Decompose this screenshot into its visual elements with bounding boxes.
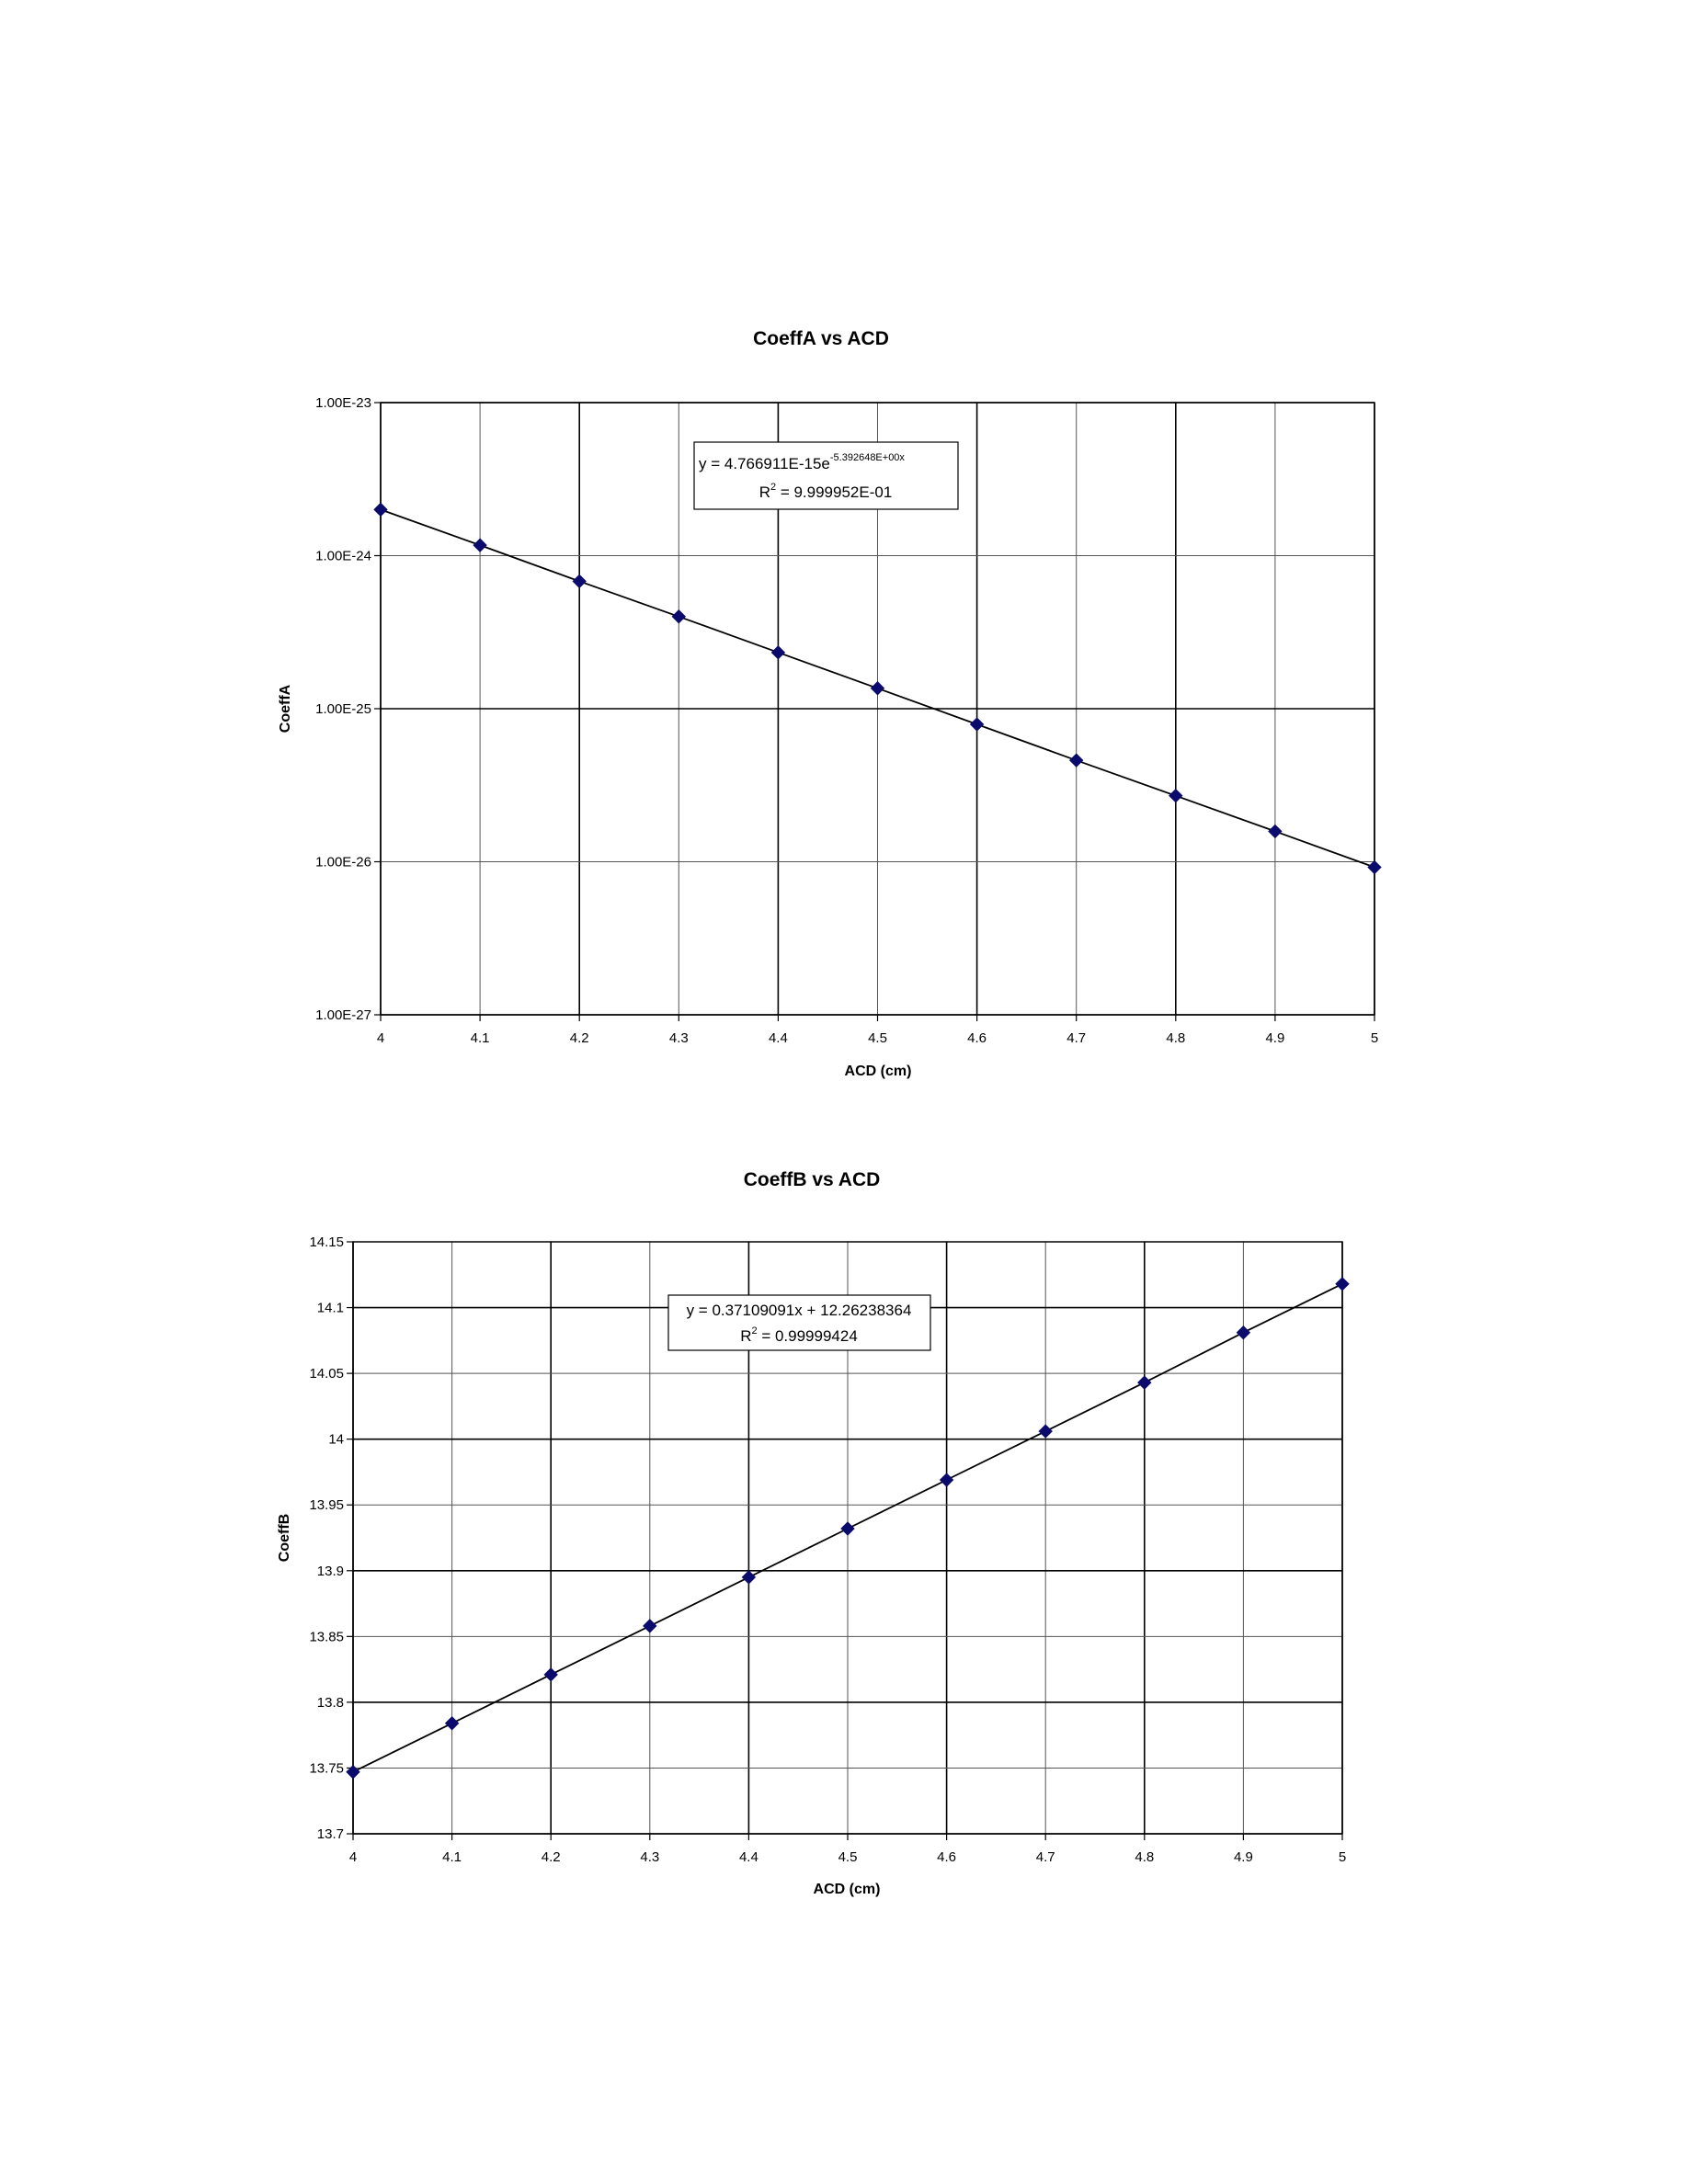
- x-tick-label: 5: [1339, 1849, 1346, 1865]
- equation-exponent: -5.392648E+00x: [830, 452, 906, 463]
- x-tick-label: 4.3: [669, 1030, 689, 1046]
- x-tick-label: 4.8: [1135, 1849, 1154, 1865]
- chart-title: CoeffB vs ACD: [744, 1169, 881, 1190]
- x-tick-label: 4: [349, 1849, 357, 1865]
- x-tick-label: 4.7: [1066, 1030, 1086, 1046]
- equation-box: [667, 1294, 931, 1351]
- data-point: [346, 1765, 360, 1780]
- x-tick-label: 4.5: [868, 1030, 887, 1046]
- trendline-equation-box: y = 0.37109091x + 12.26238364 R2 = 0.999…: [667, 1294, 931, 1351]
- x-tick-label: 4.9: [1265, 1030, 1284, 1046]
- x-tick-label: 4.2: [542, 1849, 561, 1865]
- data-point: [939, 1473, 954, 1487]
- x-tick-label: 4.7: [1036, 1849, 1055, 1865]
- data-point: [840, 1521, 855, 1536]
- y-tick-label: 13.85: [309, 1629, 344, 1644]
- data-point: [643, 1619, 657, 1633]
- y-tick-label: 13.9: [317, 1564, 344, 1579]
- x-tick-label: 5: [1371, 1030, 1378, 1046]
- y-tick-label: 14.1: [317, 1301, 344, 1316]
- x-tick-label: 4.6: [967, 1030, 987, 1046]
- y-tick-label: 1.00E-25: [315, 701, 371, 717]
- chart-coeffb-vs-acd: CoeffB vs ACD 13.7 13.75 13.8 13.85 13.9 13.9…: [277, 1169, 1350, 1897]
- data-point: [1335, 1277, 1350, 1291]
- data-point: [1268, 824, 1283, 839]
- r2-value: = 9.999952E-01: [776, 483, 892, 501]
- x-tick-label: 4.2: [570, 1030, 589, 1046]
- data-point: [473, 538, 487, 552]
- x-tick-labels: 4 4.1 4.2 4.3 4.4 4.5 4.6 4.7 4.8 4.9 5: [377, 1030, 1378, 1046]
- data-point: [1038, 1424, 1053, 1439]
- data-point: [543, 1667, 558, 1682]
- r-squared-text: R2 = 0.99999424: [740, 1325, 858, 1345]
- y-tick-label: 1.00E-27: [315, 1007, 371, 1023]
- data-points: [346, 1277, 1350, 1780]
- r-squared-text: R2 = 9.999952E-01: [759, 482, 893, 501]
- chart-coeffa-vs-acd: CoeffA vs ACD 1.00E-271.00E-261.00E-251.…: [278, 328, 1382, 1079]
- x-tick-label: 4.1: [442, 1849, 462, 1865]
- y-axis-label: CoeffA: [278, 684, 293, 733]
- x-tick-label: 4.5: [838, 1849, 858, 1865]
- x-tick-label: 4: [377, 1030, 384, 1046]
- plot-frame: [352, 1241, 1343, 1835]
- x-tick-labels: 4 4.1 4.2 4.3 4.4 4.5 4.6 4.7 4.8 4.9 5: [349, 1849, 1346, 1865]
- data-point: [572, 574, 587, 589]
- y-tick-label: 1.00E-26: [315, 855, 371, 870]
- trendline-equation-box: y = 4.766911E-15e-5.392648E+00x R2 = 9.9…: [693, 441, 959, 510]
- y-tick-label: 1.00E-23: [315, 395, 371, 411]
- x-axis-label: ACD (cm): [845, 1064, 912, 1079]
- data-point: [1137, 1375, 1152, 1390]
- data-point: [373, 502, 388, 518]
- equation-box: [693, 441, 959, 510]
- r2-value: = 0.99999424: [758, 1327, 858, 1345]
- x-axis-label: ACD (cm): [814, 1882, 881, 1897]
- y-tick-label: 13.7: [317, 1826, 344, 1842]
- y-tick-label: 14.05: [309, 1366, 344, 1382]
- data-point: [1068, 753, 1084, 768]
- y-tick-label: 13.95: [309, 1497, 344, 1513]
- y-axis-label: CoeffB: [277, 1514, 292, 1562]
- y-tick-label: 13.8: [317, 1695, 344, 1711]
- y-tick-label: 14.15: [309, 1234, 344, 1250]
- equation-main: y = 4.766911E-15e: [699, 455, 830, 472]
- plot-frame: [380, 402, 1375, 1016]
- data-point: [770, 645, 786, 660]
- x-tick-label: 4.4: [769, 1030, 788, 1046]
- data-point: [741, 1570, 757, 1585]
- data-point: [1169, 788, 1183, 803]
- r2-sup: 2: [751, 1325, 757, 1337]
- equation-text: y = 4.766911E-15e-5.392648E+00x: [699, 452, 905, 472]
- data-points: [373, 502, 1382, 875]
- y-tick-label: 13.75: [309, 1760, 344, 1776]
- x-tick-label: 4.8: [1166, 1030, 1185, 1046]
- x-tick-label: 4.1: [471, 1030, 490, 1046]
- data-point: [444, 1716, 460, 1731]
- x-tick-label: 4.6: [937, 1849, 956, 1865]
- data-point: [870, 681, 885, 696]
- x-tick-label: 4.3: [640, 1849, 659, 1865]
- data-point: [671, 609, 687, 624]
- y-tick-labels: 1.00E-27 1.00E-26 1.00E-25 1.00E-24 1.00E-23: [315, 395, 371, 1023]
- y-tick-label: 1.00E-24: [315, 549, 371, 564]
- data-point: [969, 717, 985, 732]
- equation-text: y = 0.37109091x + 12.26238364: [687, 1302, 912, 1319]
- x-tick-label: 4.4: [739, 1849, 758, 1865]
- x-tick-label: 4.9: [1234, 1849, 1253, 1865]
- r2-prefix: R: [740, 1327, 751, 1345]
- y-tick-label: 14: [328, 1432, 344, 1448]
- r2-prefix: R: [759, 483, 770, 501]
- r2-sup: 2: [770, 482, 776, 493]
- data-point: [1367, 859, 1382, 875]
- y-tick-labels: 13.7 13.75 13.8 13.85 13.9 13.95 14 14.05 14.1 14…: [309, 1234, 344, 1842]
- chart-title: CoeffA vs ACD: [753, 328, 889, 349]
- equation-main: y = 0.37109091x + 12.26238364: [687, 1302, 912, 1319]
- data-point: [1236, 1325, 1251, 1340]
